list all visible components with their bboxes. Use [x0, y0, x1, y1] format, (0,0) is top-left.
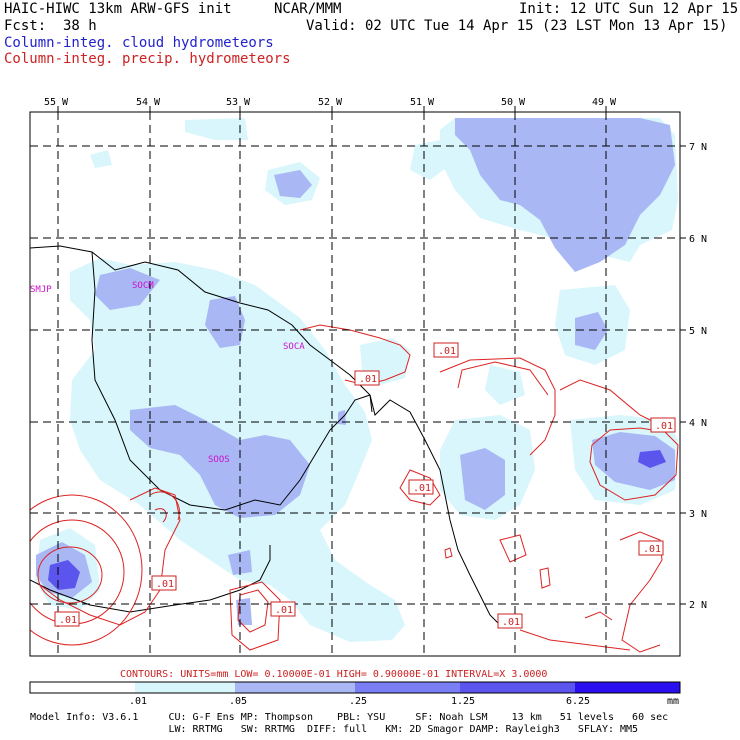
lat-label: 5 N: [689, 326, 707, 337]
contour-label: .01: [655, 421, 673, 432]
colorbar-level: .25: [349, 696, 367, 707]
lon-label: 49 W: [592, 97, 617, 108]
colorbar-level: 6.25: [566, 696, 590, 707]
colorbar-level: .01: [129, 696, 147, 707]
field-cloud-label: Column-integ. cloud hydrometeors: [4, 35, 274, 51]
model-title: HAIC-HIWC 13km ARW-GFS init: [4, 1, 232, 17]
station-label: SMJP: [30, 285, 52, 295]
lon-label: 51 W: [410, 97, 435, 108]
station-label: SOCA: [283, 342, 305, 352]
lat-label: 4 N: [689, 418, 707, 429]
station-label: SOOS: [208, 455, 230, 465]
contour-label-boxes: .01 .01 .01 .01 .01 .01 .01 .01 .01: [54, 342, 676, 629]
lat-label: 6 N: [689, 234, 707, 245]
org-label: NCAR/MMM: [274, 1, 342, 17]
forecast-hour: Fcst: 38 h: [4, 18, 97, 34]
model-info-line1: Model Info: V3.6.1 CU: G-F Ens MP: Thomp…: [30, 712, 669, 723]
lon-label: 54 W: [136, 97, 161, 108]
colorbar-level: 1.25: [451, 696, 475, 707]
contour-info: CONTOURS: UNITS=mm LOW= 0.10000E-01 HIGH…: [120, 669, 547, 680]
contour-label: .01: [413, 483, 431, 494]
lat-label: 7 N: [689, 142, 707, 153]
colorbar-level: .05: [229, 696, 247, 707]
cloud-shading-medium: [36, 118, 675, 625]
map-frame: [29, 111, 681, 657]
contour-label: .01: [59, 615, 77, 626]
lat-label: 3 N: [689, 509, 707, 520]
contour-label: .01: [275, 605, 293, 616]
colorbar: .01 .05 .25 1.25 6.25 mm: [29, 681, 681, 707]
contour-label: .01: [643, 544, 661, 555]
valid-time: Valid: 02 UTC Tue 14 Apr 15 (23 LST Mon …: [306, 18, 728, 34]
contour-label: .01: [156, 579, 174, 590]
lat-label: 2 N: [689, 600, 707, 611]
station-label: SOCM: [132, 281, 154, 291]
field-precip-label: Column-integ. precip. hydrometeors: [4, 51, 291, 67]
lon-label: 53 W: [226, 97, 251, 108]
contour-label: .01: [502, 617, 520, 628]
lon-label: 52 W: [318, 97, 343, 108]
latlon-grid: [30, 112, 680, 656]
lon-label: 55 W: [44, 97, 69, 108]
contour-label: .01: [359, 374, 377, 385]
cloud-shading-dark: [48, 450, 666, 590]
lon-label: 50 W: [501, 97, 526, 108]
init-time: Init: 12 UTC Sun 12 Apr 15: [519, 1, 739, 17]
model-info-line2: LW: RRTMG SW: RRTMG DIFF: full KM: 2D Sm…: [30, 724, 639, 735]
colorbar-unit: mm: [667, 696, 679, 707]
contour-label: .01: [438, 346, 456, 357]
